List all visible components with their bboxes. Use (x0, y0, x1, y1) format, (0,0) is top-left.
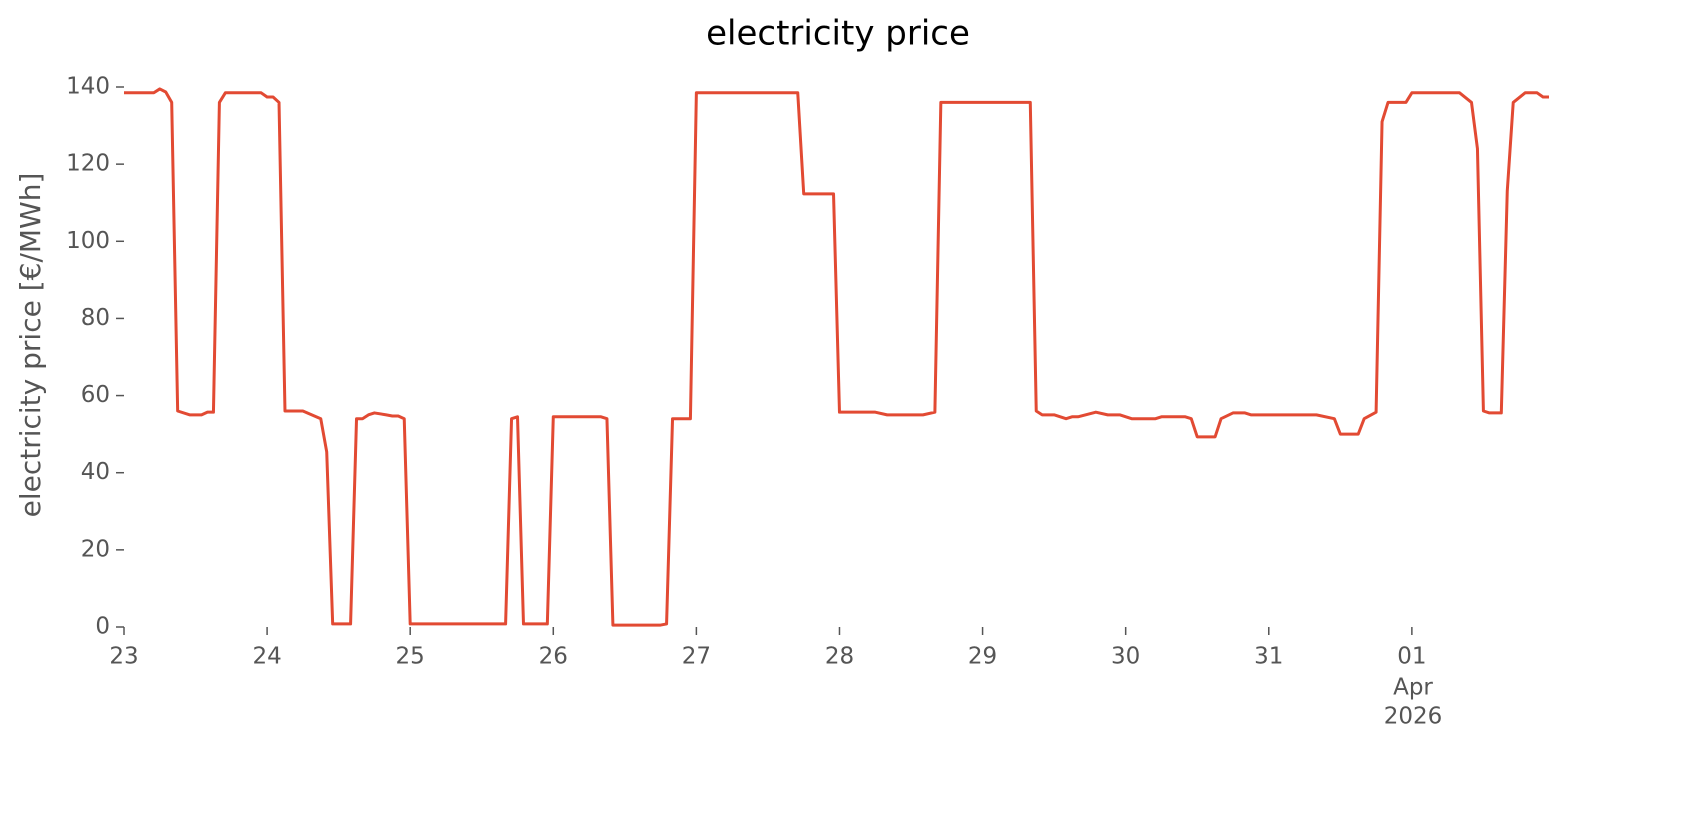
x-tick-label: 23 (109, 644, 138, 670)
x-tick-label: 26 (539, 644, 568, 670)
y-tick-label: 0 (95, 614, 110, 640)
y-tick-label: 140 (66, 74, 110, 100)
chart-title: electricity price (706, 14, 970, 54)
y-tick-label: 60 (81, 382, 110, 408)
y-tick-label: 40 (81, 459, 110, 485)
y-tick-label: 20 (81, 536, 110, 562)
price-line (124, 87, 1549, 627)
x-tick-label: 24 (252, 644, 281, 670)
y-tick-label: 80 (81, 305, 110, 331)
x-month-label: Apr (1393, 675, 1433, 701)
x-tick-label: 25 (396, 644, 425, 670)
x-tick-label: 31 (1254, 644, 1283, 670)
x-tick-label: 27 (682, 644, 711, 670)
x-tick-label: 28 (825, 644, 854, 670)
x-tick-label: 30 (1111, 644, 1140, 670)
y-tick-label: 100 (66, 228, 110, 254)
y-tick-label: 120 (66, 151, 110, 177)
x-tick-label: 01 (1397, 644, 1426, 670)
x-tick-label: 29 (968, 644, 997, 670)
x-year-label: 2026 (1384, 704, 1443, 730)
y-axis-label: electricity price [€/MWh] (14, 173, 47, 518)
